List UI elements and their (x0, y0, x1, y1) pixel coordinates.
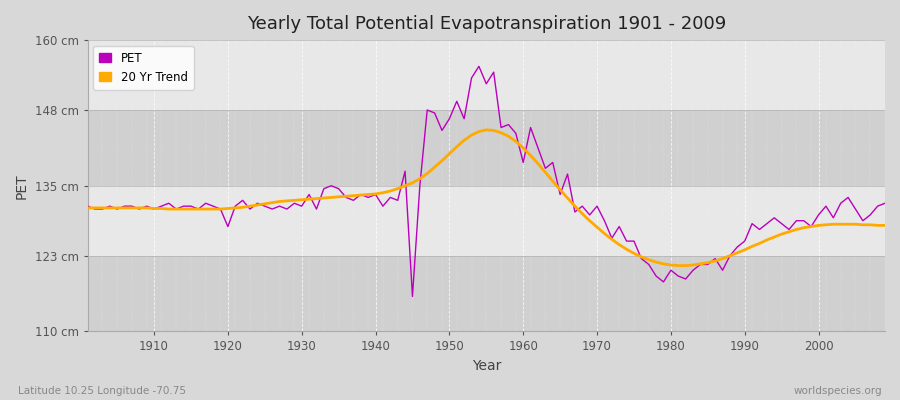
PET (533, 146, 544, 150)
PET (141, 204, 152, 208)
Title: Yearly Total Potential Evapotranspiration 1901 - 2009: Yearly Total Potential Evapotranspiratio… (247, 15, 726, 33)
PET (879, 201, 890, 206)
Bar (87, 40, 885, 110)
PET (303, 192, 314, 197)
PET (526, 125, 536, 130)
Bar (87, 110, 885, 186)
PET (407, 294, 418, 299)
20 Yr Trend (82, 206, 93, 210)
Text: Latitude 10.25 Longitude -70.75: Latitude 10.25 Longitude -70.75 (18, 386, 186, 396)
20 Yr Trend (526, 153, 536, 158)
Line: PET: PET (87, 66, 885, 296)
20 Yr Trend (879, 223, 890, 228)
PET (348, 198, 359, 203)
20 Yr Trend (518, 146, 528, 150)
Y-axis label: PET: PET (15, 173, 29, 198)
Legend: PET, 20 Yr Trend: PET, 20 Yr Trend (94, 46, 194, 90)
Line: 20 Yr Trend: 20 Yr Trend (87, 130, 885, 266)
PET (621, 239, 632, 244)
Bar (87, 256, 885, 332)
20 Yr Trend (614, 242, 625, 247)
20 Yr Trend (481, 128, 491, 132)
Bar (87, 186, 885, 256)
20 Yr Trend (348, 193, 359, 198)
20 Yr Trend (673, 263, 684, 268)
20 Yr Trend (303, 197, 314, 202)
X-axis label: Year: Year (472, 359, 501, 373)
PET (473, 64, 484, 69)
PET (82, 204, 93, 208)
Text: worldspecies.org: worldspecies.org (794, 386, 882, 396)
20 Yr Trend (141, 206, 152, 210)
